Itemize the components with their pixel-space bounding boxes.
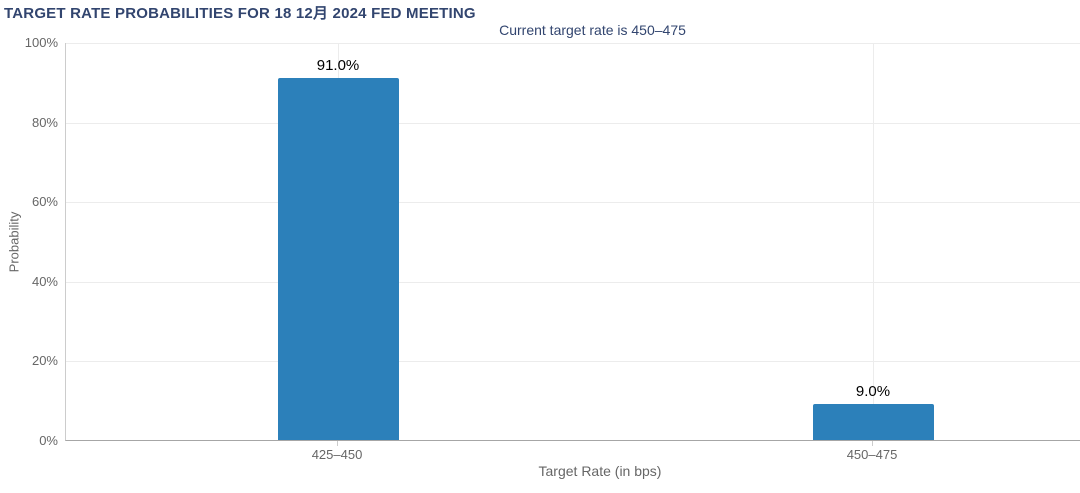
plot-area: 91.0% 9.0% [65, 43, 1080, 441]
bar-425–450[interactable] [277, 78, 399, 440]
y-tick-label: 100% [24, 35, 58, 50]
y-gridline [66, 202, 1080, 203]
y-gridline [66, 282, 1080, 283]
y-axis-title: Probability [6, 211, 22, 273]
x-category-label: 450–475 [846, 447, 898, 462]
y-tick-label: 40% [31, 274, 58, 289]
x-tick-mark [337, 441, 338, 446]
y-gridline [66, 43, 1080, 44]
x-axis-title: Target Rate (in bps) [538, 463, 662, 479]
bar-value-label: 9.0% [855, 383, 891, 400]
y-tick-label: 80% [31, 115, 58, 130]
y-gridline [66, 361, 1080, 362]
chart-subtitle: Current target rate is 450–475 [499, 22, 686, 38]
y-tick-label: 60% [31, 194, 58, 209]
bar-450–475[interactable] [812, 404, 934, 440]
x-gridline [873, 43, 874, 440]
x-category-label: 425–450 [311, 447, 363, 462]
y-gridline [66, 123, 1080, 124]
x-tick-mark [872, 441, 873, 446]
y-tick-label: 0% [39, 433, 58, 448]
chart-title: TARGET RATE PROBABILITIES FOR 18 12月 202… [4, 5, 476, 22]
y-tick-label: 20% [31, 353, 58, 368]
bar-value-label: 91.0% [316, 57, 360, 74]
